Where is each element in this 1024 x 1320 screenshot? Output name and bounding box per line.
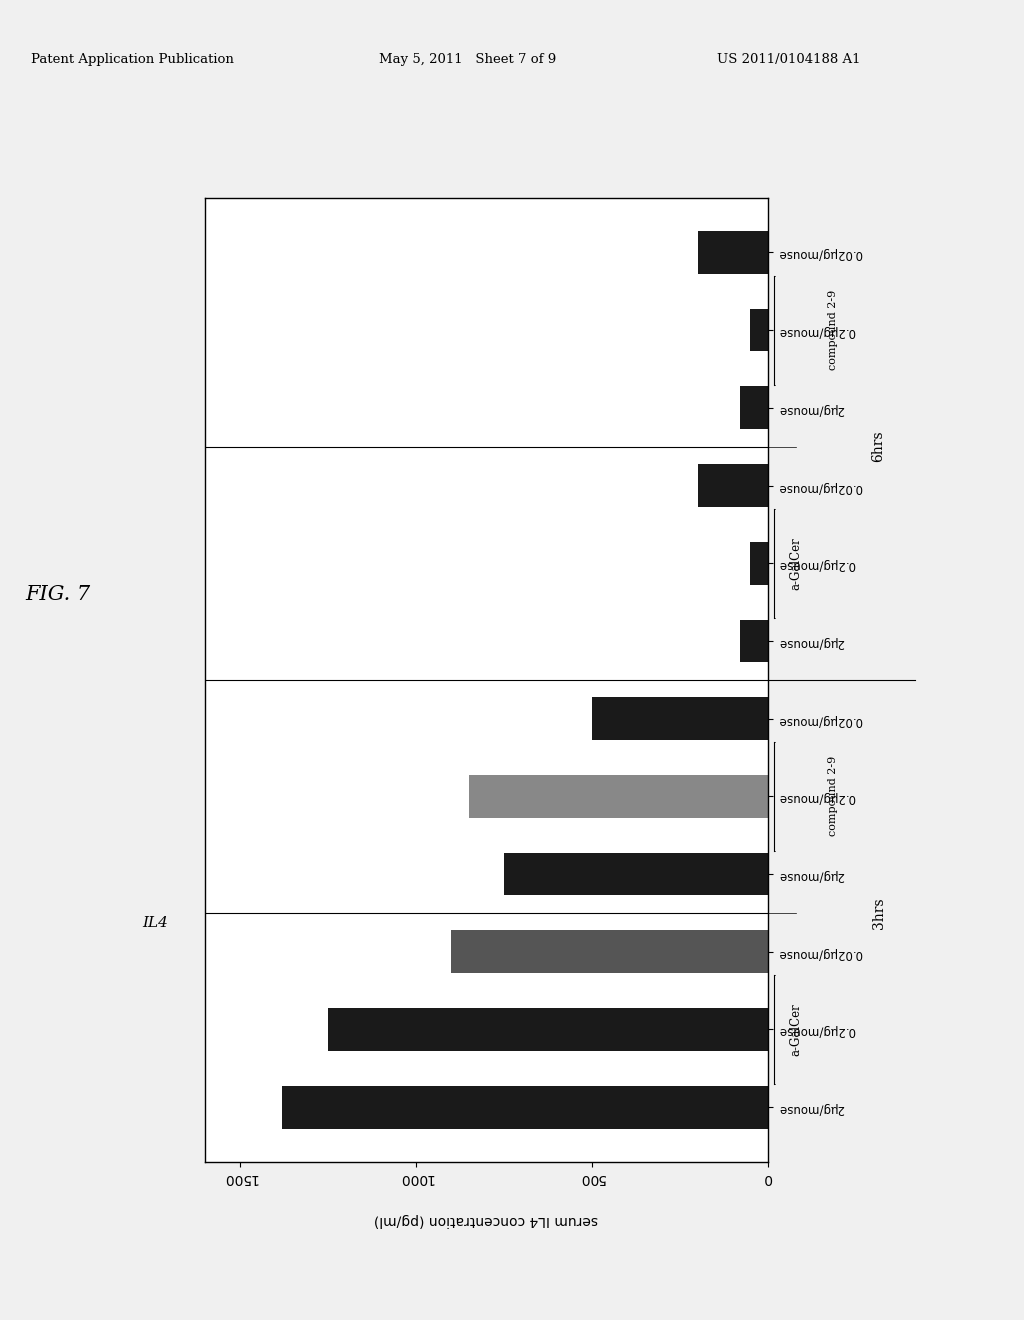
Text: compound 2-9: compound 2-9 xyxy=(827,756,838,837)
Bar xyxy=(751,543,768,585)
Bar xyxy=(592,697,768,741)
Bar xyxy=(697,231,768,273)
Text: a-GalCer: a-GalCer xyxy=(790,537,802,590)
Text: FIG. 7: FIG. 7 xyxy=(26,585,91,603)
Bar xyxy=(697,465,768,507)
Text: May 5, 2011   Sheet 7 of 9: May 5, 2011 Sheet 7 of 9 xyxy=(379,53,556,66)
Text: Patent Application Publication: Patent Application Publication xyxy=(31,53,233,66)
Bar xyxy=(504,853,768,895)
Text: a-GalCer: a-GalCer xyxy=(790,1003,802,1056)
Bar xyxy=(739,619,768,663)
Text: compound 2-9: compound 2-9 xyxy=(827,290,838,370)
Bar xyxy=(283,1086,768,1129)
Text: 3hrs: 3hrs xyxy=(871,898,886,929)
Text: IL4: IL4 xyxy=(142,916,169,929)
Bar xyxy=(452,931,768,973)
Bar xyxy=(469,775,768,817)
Bar xyxy=(328,1008,768,1051)
X-axis label: serum IL4 concentration (pg/ml): serum IL4 concentration (pg/ml) xyxy=(375,1213,598,1228)
Text: 6hrs: 6hrs xyxy=(871,430,886,462)
Bar xyxy=(751,309,768,351)
Text: US 2011/0104188 A1: US 2011/0104188 A1 xyxy=(717,53,860,66)
Bar xyxy=(739,387,768,429)
